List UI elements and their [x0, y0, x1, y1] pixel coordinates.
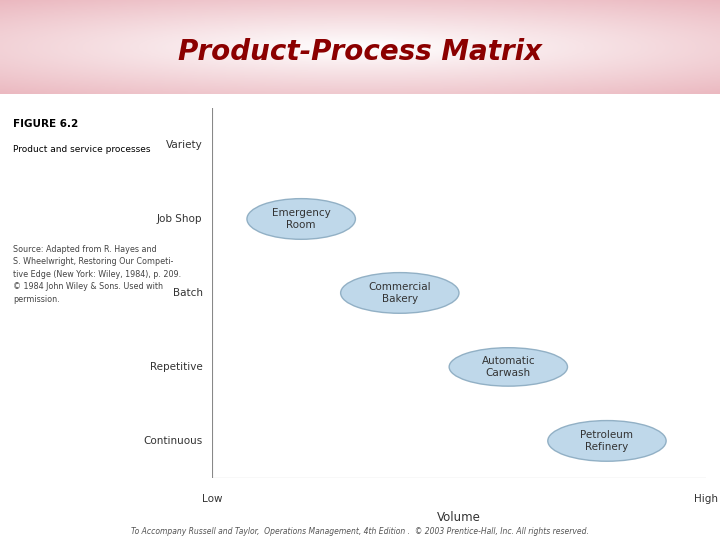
Text: Product-Process Matrix: Product-Process Matrix: [178, 38, 542, 66]
Text: Commercial
Bakery: Commercial Bakery: [369, 282, 431, 304]
Text: High: High: [693, 494, 718, 504]
Text: Variety: Variety: [166, 140, 202, 150]
Text: Job Shop: Job Shop: [157, 214, 202, 224]
Ellipse shape: [341, 273, 459, 313]
Text: Low: Low: [202, 494, 222, 504]
Text: Emergency
Room: Emergency Room: [272, 208, 330, 230]
Text: Automatic
Carwash: Automatic Carwash: [482, 356, 535, 378]
Text: FIGURE 6.2: FIGURE 6.2: [13, 119, 78, 129]
Ellipse shape: [247, 199, 356, 239]
Text: Continuous: Continuous: [143, 436, 202, 446]
Text: Source: Adapted from R. Hayes and
S. Wheelwright, Restoring Our Competi-
tive Ed: Source: Adapted from R. Hayes and S. Whe…: [13, 245, 181, 304]
Text: Petroleum
Refinery: Petroleum Refinery: [580, 430, 634, 452]
Text: Repetitive: Repetitive: [150, 362, 202, 372]
Text: To Accompany Russell and Taylor,  Operations Management, 4th Edition .  © 2003 P: To Accompany Russell and Taylor, Operati…: [131, 526, 589, 536]
Text: Batch: Batch: [173, 288, 202, 298]
Ellipse shape: [548, 421, 666, 461]
Text: Volume: Volume: [437, 511, 481, 524]
Text: Product and service processes: Product and service processes: [13, 145, 150, 154]
Ellipse shape: [449, 348, 567, 386]
